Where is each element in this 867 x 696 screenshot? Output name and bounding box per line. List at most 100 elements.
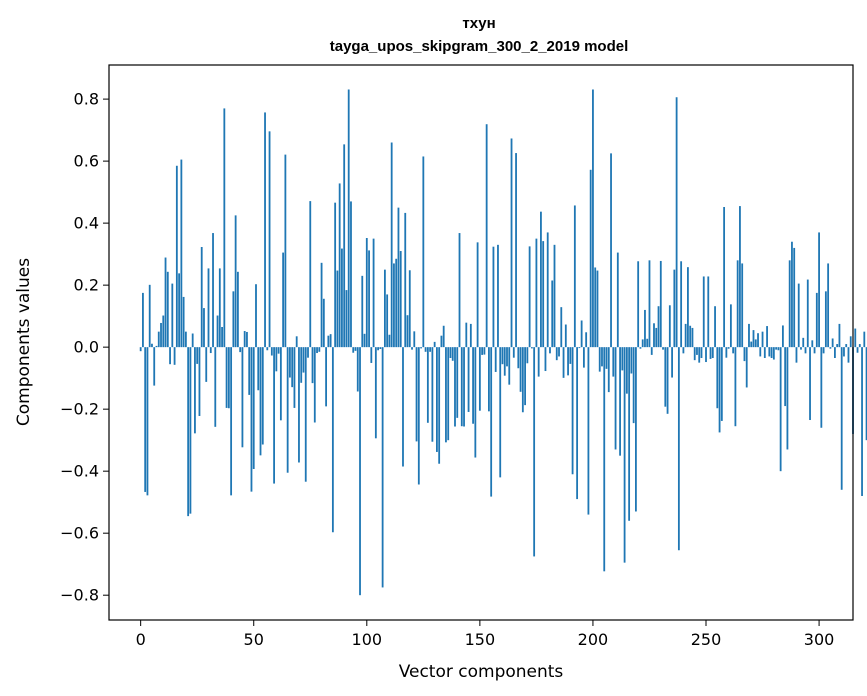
bar bbox=[478, 347, 481, 411]
bar bbox=[440, 335, 443, 348]
x-tick-label: 0 bbox=[136, 630, 146, 649]
bar bbox=[207, 268, 210, 348]
bar bbox=[447, 347, 450, 441]
bar bbox=[671, 347, 673, 378]
bar bbox=[533, 347, 536, 557]
bar bbox=[729, 304, 732, 348]
bar bbox=[662, 347, 664, 350]
bar bbox=[614, 347, 617, 450]
bar bbox=[693, 347, 696, 361]
bar bbox=[451, 347, 454, 361]
bar bbox=[524, 347, 526, 406]
bar bbox=[261, 347, 264, 445]
bar bbox=[607, 347, 610, 393]
bar bbox=[582, 347, 585, 368]
bar bbox=[325, 347, 327, 407]
bar bbox=[309, 201, 312, 348]
bar bbox=[619, 347, 621, 456]
y-tick-label: 0.0 bbox=[74, 338, 99, 357]
bar bbox=[610, 153, 612, 348]
bar bbox=[510, 138, 513, 348]
bar bbox=[196, 347, 199, 364]
bar bbox=[700, 347, 703, 358]
bar bbox=[824, 291, 827, 348]
bar bbox=[284, 154, 287, 348]
bar bbox=[601, 347, 603, 367]
bar bbox=[743, 347, 746, 362]
bar bbox=[569, 347, 572, 364]
bar bbox=[863, 331, 866, 348]
bar bbox=[503, 347, 506, 376]
bar bbox=[415, 347, 418, 442]
bar bbox=[277, 347, 280, 354]
bar bbox=[818, 232, 820, 348]
bar bbox=[449, 347, 452, 358]
bar bbox=[266, 347, 269, 351]
bar bbox=[178, 273, 181, 348]
bar bbox=[431, 347, 434, 442]
bar bbox=[698, 347, 701, 363]
bar bbox=[775, 347, 778, 350]
bar bbox=[811, 340, 814, 348]
bar bbox=[259, 347, 262, 456]
bar bbox=[243, 331, 246, 348]
bar bbox=[831, 338, 834, 348]
bar bbox=[840, 347, 843, 490]
bar bbox=[628, 347, 631, 521]
bar bbox=[770, 347, 773, 358]
bar bbox=[279, 347, 282, 421]
bar bbox=[759, 347, 762, 357]
y-axis-ticks: −0.8 −0.6 −0.4 −0.2 0.0 0.2 0.4 0.6 0.8 bbox=[60, 90, 109, 605]
bar bbox=[298, 347, 300, 463]
bar bbox=[343, 144, 346, 348]
bar bbox=[666, 347, 669, 414]
bar bbox=[399, 251, 402, 348]
bar bbox=[313, 347, 316, 423]
bar bbox=[406, 315, 409, 348]
bar bbox=[535, 238, 538, 348]
bar bbox=[162, 315, 165, 348]
bar bbox=[725, 347, 728, 358]
bar bbox=[148, 284, 151, 348]
bar bbox=[786, 347, 789, 450]
bar bbox=[705, 347, 707, 363]
bar bbox=[422, 156, 425, 348]
bar bbox=[295, 336, 298, 348]
bar bbox=[445, 347, 447, 443]
bar bbox=[838, 323, 841, 348]
bar bbox=[815, 292, 818, 348]
bar bbox=[458, 233, 461, 348]
bar bbox=[420, 347, 422, 349]
bar bbox=[483, 347, 486, 355]
bar bbox=[218, 268, 221, 348]
bar bbox=[460, 347, 463, 427]
bar bbox=[139, 347, 142, 352]
bar bbox=[515, 153, 517, 348]
bar bbox=[490, 347, 493, 497]
bar bbox=[144, 347, 147, 492]
bar bbox=[847, 347, 850, 363]
bar bbox=[734, 347, 737, 427]
bar bbox=[788, 260, 791, 348]
bar bbox=[142, 292, 144, 348]
bar bbox=[858, 344, 861, 348]
bar bbox=[512, 347, 515, 358]
bar bbox=[752, 330, 755, 348]
bar bbox=[696, 347, 698, 355]
bar bbox=[203, 308, 205, 348]
bar bbox=[275, 347, 278, 372]
bar bbox=[225, 347, 228, 408]
bar bbox=[501, 347, 504, 365]
bar bbox=[433, 341, 436, 348]
bar bbox=[813, 347, 816, 354]
bar bbox=[230, 347, 233, 496]
bar bbox=[829, 347, 832, 349]
bar bbox=[318, 347, 321, 352]
bar bbox=[576, 347, 579, 500]
bar bbox=[173, 347, 176, 365]
bar bbox=[286, 347, 289, 473]
bar bbox=[182, 296, 185, 348]
bar bbox=[849, 336, 852, 348]
bar bbox=[677, 347, 680, 551]
bar bbox=[779, 347, 782, 472]
